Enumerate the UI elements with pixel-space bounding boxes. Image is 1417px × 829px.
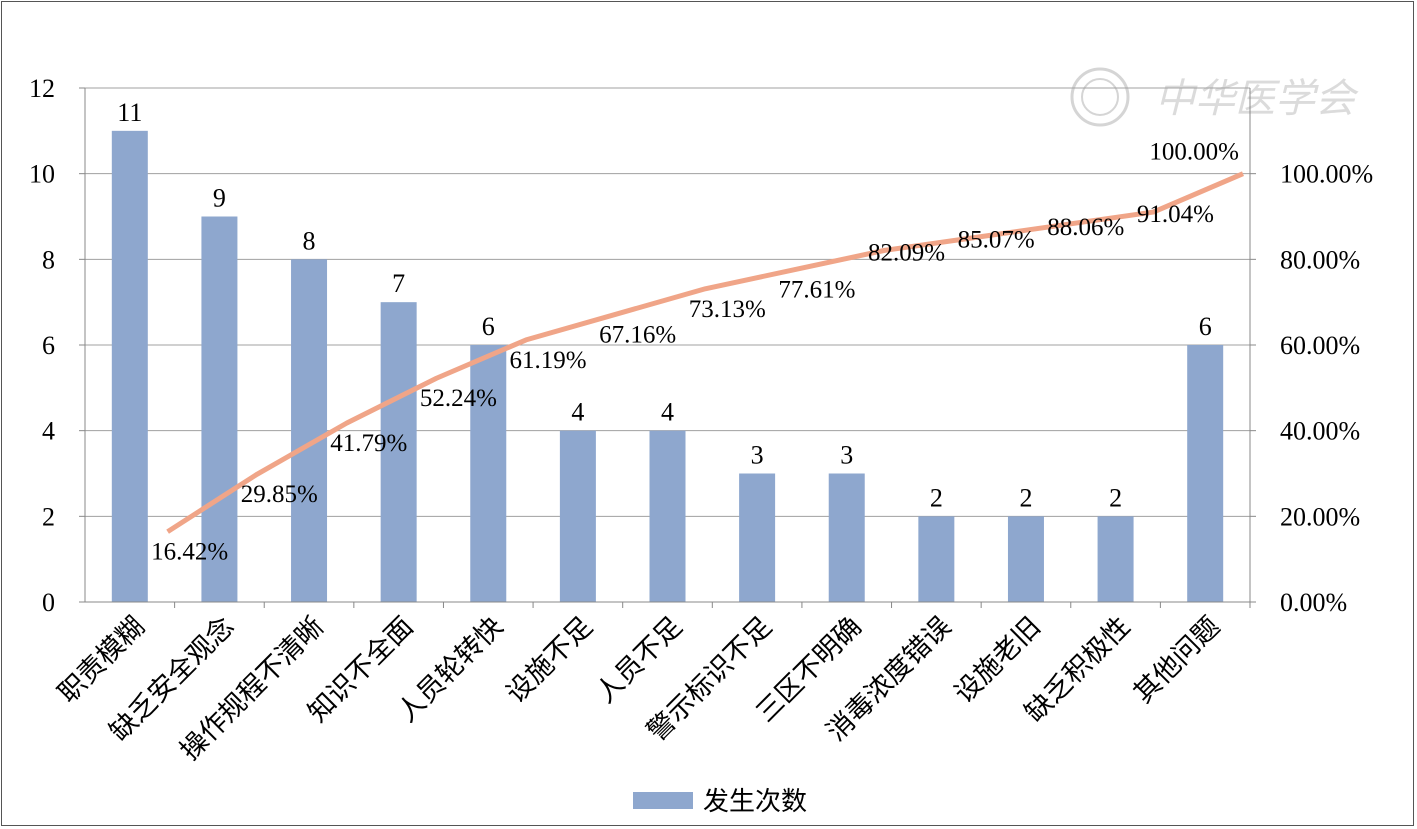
bar xyxy=(470,345,507,602)
bar-value-label: 8 xyxy=(303,226,316,255)
bar xyxy=(380,302,417,602)
bar xyxy=(291,259,328,602)
bar-value-label: 3 xyxy=(840,441,853,470)
bar xyxy=(828,473,865,602)
legend-swatch xyxy=(633,792,693,809)
seal-outer-ring xyxy=(1070,67,1130,127)
category-label: 其他问题 xyxy=(1128,611,1226,709)
left-tick-label: 4 xyxy=(42,417,55,446)
cumulative-percent-label: 52.24% xyxy=(420,385,497,412)
cumulative-percent-label: 41.79% xyxy=(330,430,407,457)
bar-value-label: 2 xyxy=(1019,483,1032,512)
watermark-logo: 中华医学会 xyxy=(1070,67,1359,127)
bar-value-label: 3 xyxy=(751,441,764,470)
bar-value-label: 6 xyxy=(482,312,495,341)
bar xyxy=(559,430,596,602)
cumulative-percent-label: 82.09% xyxy=(868,239,945,266)
right-tick-label: 40.00% xyxy=(1280,417,1360,446)
cumulative-percent-label: 61.19% xyxy=(510,347,587,374)
bar xyxy=(649,430,686,602)
bar xyxy=(1187,345,1224,602)
right-tick-label: 60.00% xyxy=(1280,331,1360,360)
cumulative-percent-label: 88.06% xyxy=(1047,214,1124,241)
left-tick-label: 0 xyxy=(42,588,55,617)
right-tick-label: 80.00% xyxy=(1280,245,1360,274)
bar-value-label: 2 xyxy=(930,483,943,512)
seal-inner-ring xyxy=(1081,78,1119,116)
cumulative-percent-label: 85.07% xyxy=(958,227,1035,254)
legend: 发生次数 xyxy=(633,787,807,816)
cumulative-percent-label: 73.13% xyxy=(689,296,766,323)
left-tick-label: 10 xyxy=(29,160,55,189)
right-tick-label: 0.00% xyxy=(1280,588,1347,617)
cumulative-percent-label: 16.42% xyxy=(151,539,228,566)
cumulative-percent-label: 29.85% xyxy=(241,481,318,508)
bar xyxy=(201,216,238,602)
cumulative-percent-label: 67.16% xyxy=(599,321,676,348)
left-tick-label: 6 xyxy=(42,331,55,360)
bar xyxy=(739,473,776,602)
cumulative-percent-label: 77.61% xyxy=(778,277,855,304)
left-tick-label: 12 xyxy=(29,74,55,103)
bar-value-label: 7 xyxy=(392,269,405,298)
right-tick-label: 20.00% xyxy=(1280,502,1360,531)
bar xyxy=(918,516,955,602)
right-tick-label: 100.00% xyxy=(1280,160,1373,189)
bar-value-label: 9 xyxy=(213,184,226,213)
legend-label: 发生次数 xyxy=(703,787,807,816)
bar-value-label: 2 xyxy=(1109,483,1122,512)
category-label: 设施不足 xyxy=(501,611,599,709)
bar-value-label: 6 xyxy=(1199,312,1212,341)
bar-value-label: 4 xyxy=(571,398,584,427)
cumulative-line xyxy=(166,171,1244,534)
bar xyxy=(1097,516,1134,602)
left-tick-label: 2 xyxy=(42,502,55,531)
bar-value-label: 4 xyxy=(661,398,674,427)
left-tick-label: 8 xyxy=(42,245,55,274)
watermark-text: 中华医学会 xyxy=(1155,76,1359,121)
cumulative-percent-label: 91.04% xyxy=(1137,201,1214,228)
bar xyxy=(1007,516,1044,602)
bar xyxy=(111,130,148,603)
bar-value-label: 11 xyxy=(117,98,142,127)
cumulative-percent-label: 100.00% xyxy=(1149,139,1239,166)
